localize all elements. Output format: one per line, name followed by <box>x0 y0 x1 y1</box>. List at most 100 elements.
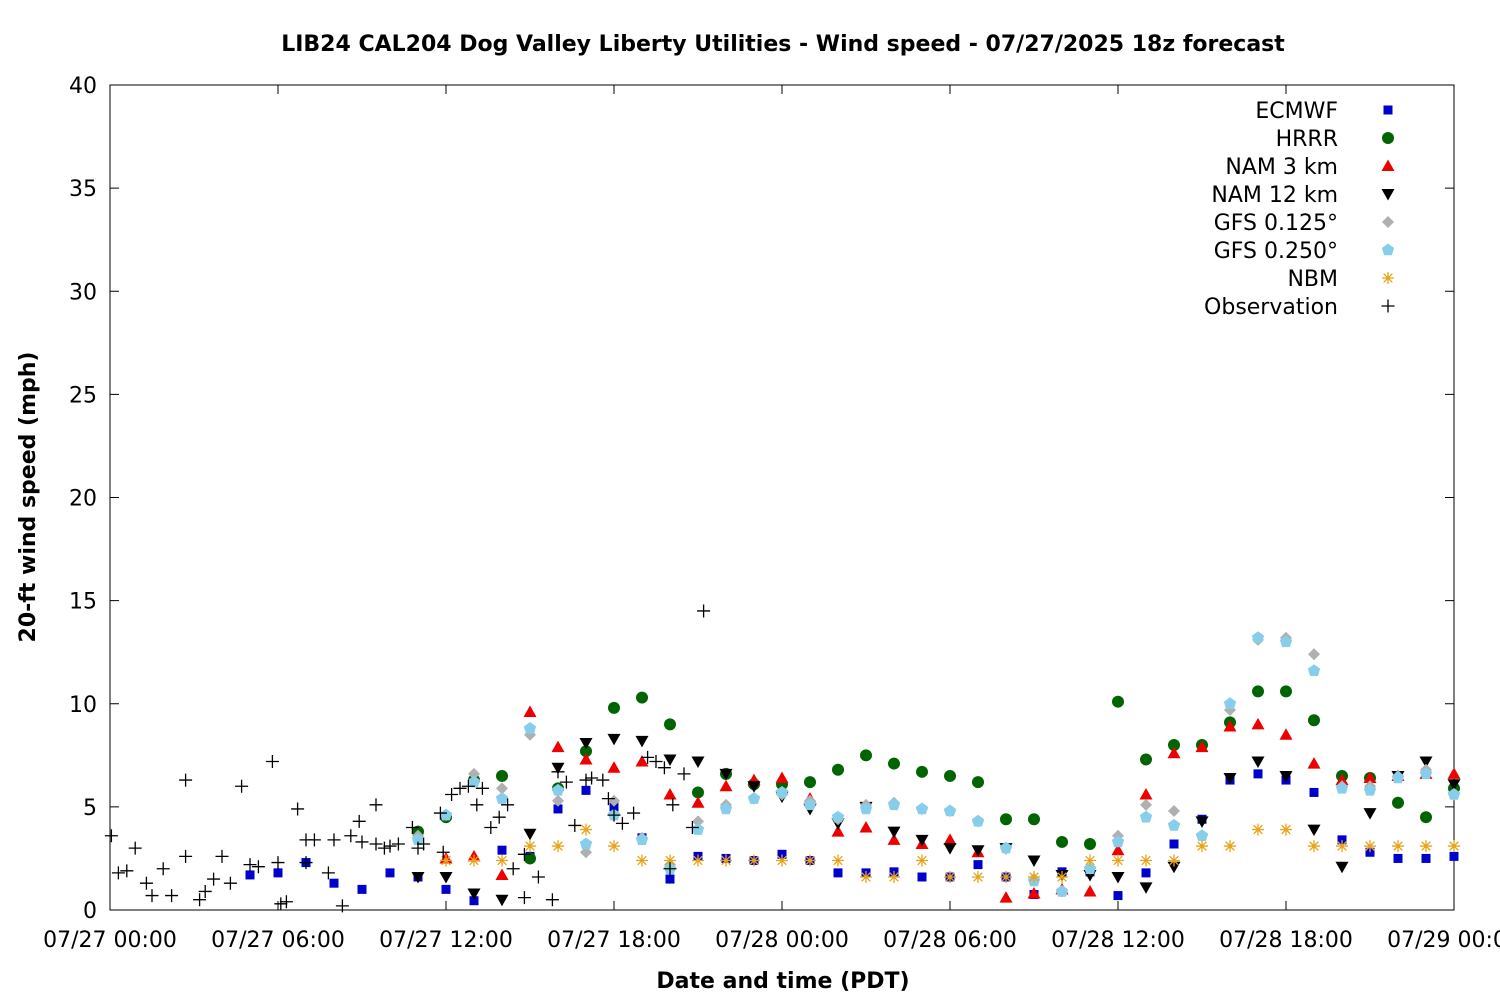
data-point <box>665 874 675 884</box>
data-point <box>321 866 335 880</box>
data-point <box>524 840 536 853</box>
y-tick-label: 5 <box>83 796 97 821</box>
data-point <box>1251 756 1265 768</box>
data-point <box>944 769 956 782</box>
data-point <box>495 792 509 804</box>
data-point <box>559 775 573 789</box>
data-point <box>1028 871 1040 883</box>
data-point <box>1168 805 1180 817</box>
data-point <box>608 701 620 714</box>
data-point <box>193 893 207 907</box>
data-point <box>1420 840 1432 853</box>
data-point <box>111 866 125 880</box>
data-point <box>579 773 593 787</box>
data-point <box>445 788 459 801</box>
data-point <box>1419 767 1433 780</box>
series-observation <box>104 604 711 913</box>
data-point <box>165 889 179 903</box>
data-point <box>1309 787 1319 797</box>
data-point <box>352 814 366 828</box>
data-point <box>1111 843 1125 856</box>
data-point <box>859 802 873 815</box>
y-tick-label: 35 <box>69 177 97 202</box>
data-point <box>1279 728 1293 740</box>
data-point <box>1308 714 1320 727</box>
legend-item: ECMWF <box>1255 99 1393 124</box>
data-point <box>1056 835 1068 848</box>
x-tick-label: 07/27 18:00 <box>547 928 681 953</box>
data-point <box>1308 648 1320 661</box>
data-point <box>999 841 1013 854</box>
data-point <box>691 823 705 835</box>
data-point <box>1139 882 1153 894</box>
data-point <box>999 891 1013 903</box>
data-point <box>307 833 321 847</box>
data-point <box>1447 779 1461 791</box>
legend-label: Observation <box>1204 295 1338 320</box>
data-point <box>657 761 671 775</box>
series-gfs-0-125- <box>412 631 1460 898</box>
data-point <box>1337 835 1347 845</box>
legend-label: GFS 0.250° <box>1214 239 1338 264</box>
data-point <box>608 840 620 853</box>
data-point <box>804 854 816 867</box>
data-point <box>776 854 788 867</box>
data-point <box>551 765 565 779</box>
data-point <box>775 785 789 798</box>
data-point <box>104 829 118 843</box>
data-point <box>198 884 212 898</box>
legend-marker <box>1381 189 1395 201</box>
data-point <box>271 856 285 870</box>
data-point <box>691 756 705 768</box>
data-point <box>1195 740 1209 753</box>
data-point <box>179 849 193 863</box>
data-point <box>916 854 928 867</box>
data-point <box>1365 847 1375 857</box>
legend-item: HRRR <box>1276 127 1394 152</box>
data-point <box>1335 781 1349 794</box>
data-point <box>145 889 159 903</box>
data-point <box>120 864 134 878</box>
data-point <box>1056 871 1068 883</box>
data-point <box>1223 719 1237 732</box>
data-point <box>859 821 873 833</box>
chart-title: LIB24 CAL204 Dog Valley Liberty Utilitie… <box>281 32 1285 57</box>
data-point <box>1364 840 1376 853</box>
legend-label: GFS 0.125° <box>1214 211 1338 236</box>
data-point <box>719 779 733 792</box>
data-point <box>468 854 480 867</box>
data-point <box>666 798 680 812</box>
data-point <box>636 691 648 704</box>
x-tick-label: 07/29 00:00 <box>1387 928 1500 953</box>
data-point <box>609 802 619 812</box>
data-point <box>1168 854 1180 867</box>
data-point <box>579 737 593 750</box>
data-point <box>832 763 844 776</box>
legend-marker <box>1382 132 1394 144</box>
data-point <box>1392 796 1404 809</box>
data-point <box>1363 808 1377 820</box>
data-point <box>1252 823 1264 836</box>
data-point <box>1363 771 1377 783</box>
data-point <box>469 896 479 906</box>
data-point <box>1449 851 1459 861</box>
data-point <box>719 802 733 815</box>
data-point <box>1111 835 1125 848</box>
x-tick-label: 07/27 06:00 <box>211 928 345 953</box>
data-point <box>274 897 288 911</box>
data-point <box>265 755 279 768</box>
series-nbm <box>440 823 1460 883</box>
data-point <box>1223 773 1237 785</box>
data-point <box>223 876 237 890</box>
data-point <box>497 845 507 855</box>
data-point <box>377 841 391 855</box>
data-point <box>971 814 985 827</box>
y-tick-label: 15 <box>69 590 97 615</box>
legend-item: NAM 12 km <box>1211 183 1395 208</box>
data-point <box>553 804 563 814</box>
data-point <box>355 835 369 849</box>
data-point <box>496 769 508 782</box>
data-point <box>748 854 760 867</box>
data-point <box>279 895 293 909</box>
y-tick-label: 10 <box>69 693 97 718</box>
